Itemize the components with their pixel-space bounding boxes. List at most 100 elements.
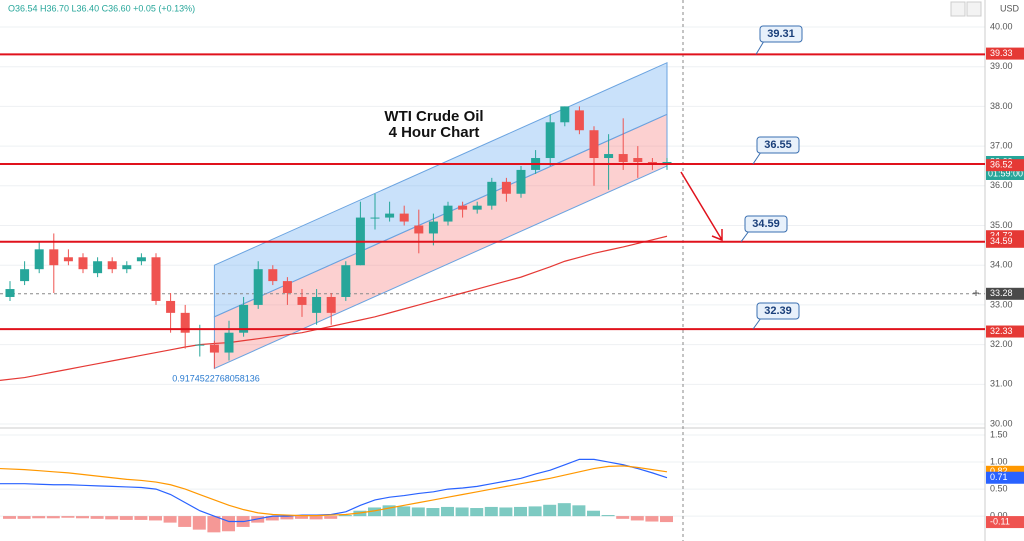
arrow xyxy=(680,171,723,242)
price-tag-label: 34.59 xyxy=(990,236,1013,246)
macd-tag xyxy=(986,516,1024,529)
candle-body xyxy=(209,344,219,353)
histogram-bar xyxy=(397,506,411,517)
y-tick-label: 36.00 xyxy=(990,180,1013,190)
histogram-bar xyxy=(265,516,279,521)
chart-title: WTI Crude Oil xyxy=(384,108,483,125)
button[interactable] xyxy=(966,1,982,17)
histogram-bar xyxy=(441,506,454,517)
y-tick-label: 33.00 xyxy=(990,299,1013,309)
ohlc-header: O36.54 H36.70 L36.40 C36.60 +0.05 (+0.13… xyxy=(8,3,195,13)
candle-body xyxy=(604,154,614,159)
candle-body xyxy=(239,304,249,333)
callout-pointer xyxy=(752,151,762,165)
histogram-bar xyxy=(426,508,440,517)
candle-body xyxy=(501,181,511,194)
candle-body xyxy=(545,122,555,159)
price-tag xyxy=(986,325,1024,338)
histogram-bar xyxy=(484,506,498,517)
macd-tag-label: 0.82 xyxy=(990,466,1008,476)
candle-body xyxy=(151,257,161,301)
candle-body xyxy=(253,269,263,305)
grid xyxy=(0,26,985,517)
price-tag-label: 34.73 xyxy=(990,231,1013,241)
candle-body xyxy=(268,269,278,282)
histogram-bar xyxy=(192,516,206,530)
callout-box xyxy=(756,136,800,154)
y-tick-label: 0.00 xyxy=(990,511,1008,521)
histogram-bar xyxy=(455,507,469,517)
y-tick-label: 38.00 xyxy=(990,101,1013,111)
histogram-bar xyxy=(76,516,89,519)
histogram-bar xyxy=(178,516,192,527)
histogram-bar xyxy=(17,516,31,519)
callout-box xyxy=(756,302,800,320)
histogram-bar xyxy=(514,506,527,517)
histogram-bar xyxy=(3,516,16,519)
candle-body xyxy=(414,225,424,234)
histogram-bar xyxy=(368,507,381,517)
price-tag xyxy=(986,235,1024,248)
histogram-bar xyxy=(543,504,557,517)
y-tick-label: 34.00 xyxy=(990,260,1013,270)
candle-body xyxy=(107,261,117,270)
candle-body xyxy=(49,249,59,266)
histogram-bar xyxy=(295,516,308,519)
moving-average xyxy=(0,235,668,381)
histogram-bar xyxy=(149,516,162,521)
candle-body xyxy=(20,269,30,282)
histogram-bar xyxy=(46,516,60,519)
callout-pointer xyxy=(740,230,750,243)
histogram-bar xyxy=(207,516,221,533)
macd-tag-label: -0.11 xyxy=(990,516,1010,526)
y-tick-label: 31.00 xyxy=(990,379,1013,389)
candle-body xyxy=(282,281,292,294)
candle-body xyxy=(78,257,88,270)
low-annotation: 0.9174522768058136 xyxy=(172,373,260,383)
y-tick-label: 32.00 xyxy=(990,339,1013,349)
candle-body xyxy=(63,257,73,262)
histogram-bar xyxy=(470,508,484,517)
candle-body xyxy=(472,205,482,210)
candle-body xyxy=(180,312,190,333)
histogram-bar xyxy=(222,516,235,532)
candle-body xyxy=(297,296,307,305)
histogram-bar xyxy=(411,507,425,517)
histogram-bar xyxy=(660,516,673,523)
histogram-bar xyxy=(134,516,148,520)
candle-body xyxy=(385,213,395,218)
candle-body xyxy=(516,169,526,194)
histogram-bar xyxy=(499,507,513,517)
candle-body xyxy=(224,332,234,353)
currency: USD xyxy=(1000,3,1020,13)
candle-body xyxy=(370,217,380,219)
histogram-bar xyxy=(572,505,586,517)
button[interactable] xyxy=(950,1,966,17)
crosshair-plus: + xyxy=(972,286,979,300)
chart-subtitle: 4 Hour Chart xyxy=(389,124,480,141)
price-tag-label: 36.52 xyxy=(990,160,1013,170)
histogram-bar xyxy=(557,503,571,517)
histogram-bar xyxy=(163,516,177,523)
histogram-bar xyxy=(338,515,352,517)
plot: 30.00 31.00 32.00 33.00 34.00 35.00 36.00 37.00… xyxy=(0,21,1024,533)
y-tick-label: 35.00 xyxy=(990,220,1013,230)
candle-body xyxy=(399,213,409,222)
candle-body xyxy=(166,300,176,313)
histogram-bar xyxy=(309,516,323,520)
countdown: 01:59:00 xyxy=(988,168,1023,178)
callout-box xyxy=(759,25,803,43)
candle-body xyxy=(195,344,205,346)
y-tick-label: 1.50 xyxy=(990,429,1008,439)
histogram-bar xyxy=(90,516,104,519)
candle-body xyxy=(341,265,351,297)
histogram-bar xyxy=(616,516,630,519)
histogram-bar xyxy=(601,515,615,517)
callout-pointer xyxy=(755,40,765,55)
y-tick-label: 40.00 xyxy=(990,21,1013,31)
histogram-bar xyxy=(324,516,338,519)
callout-label: 34.59 xyxy=(752,218,780,230)
crosshair-label: 33.28 xyxy=(990,288,1013,298)
histogram-bar xyxy=(587,510,600,517)
